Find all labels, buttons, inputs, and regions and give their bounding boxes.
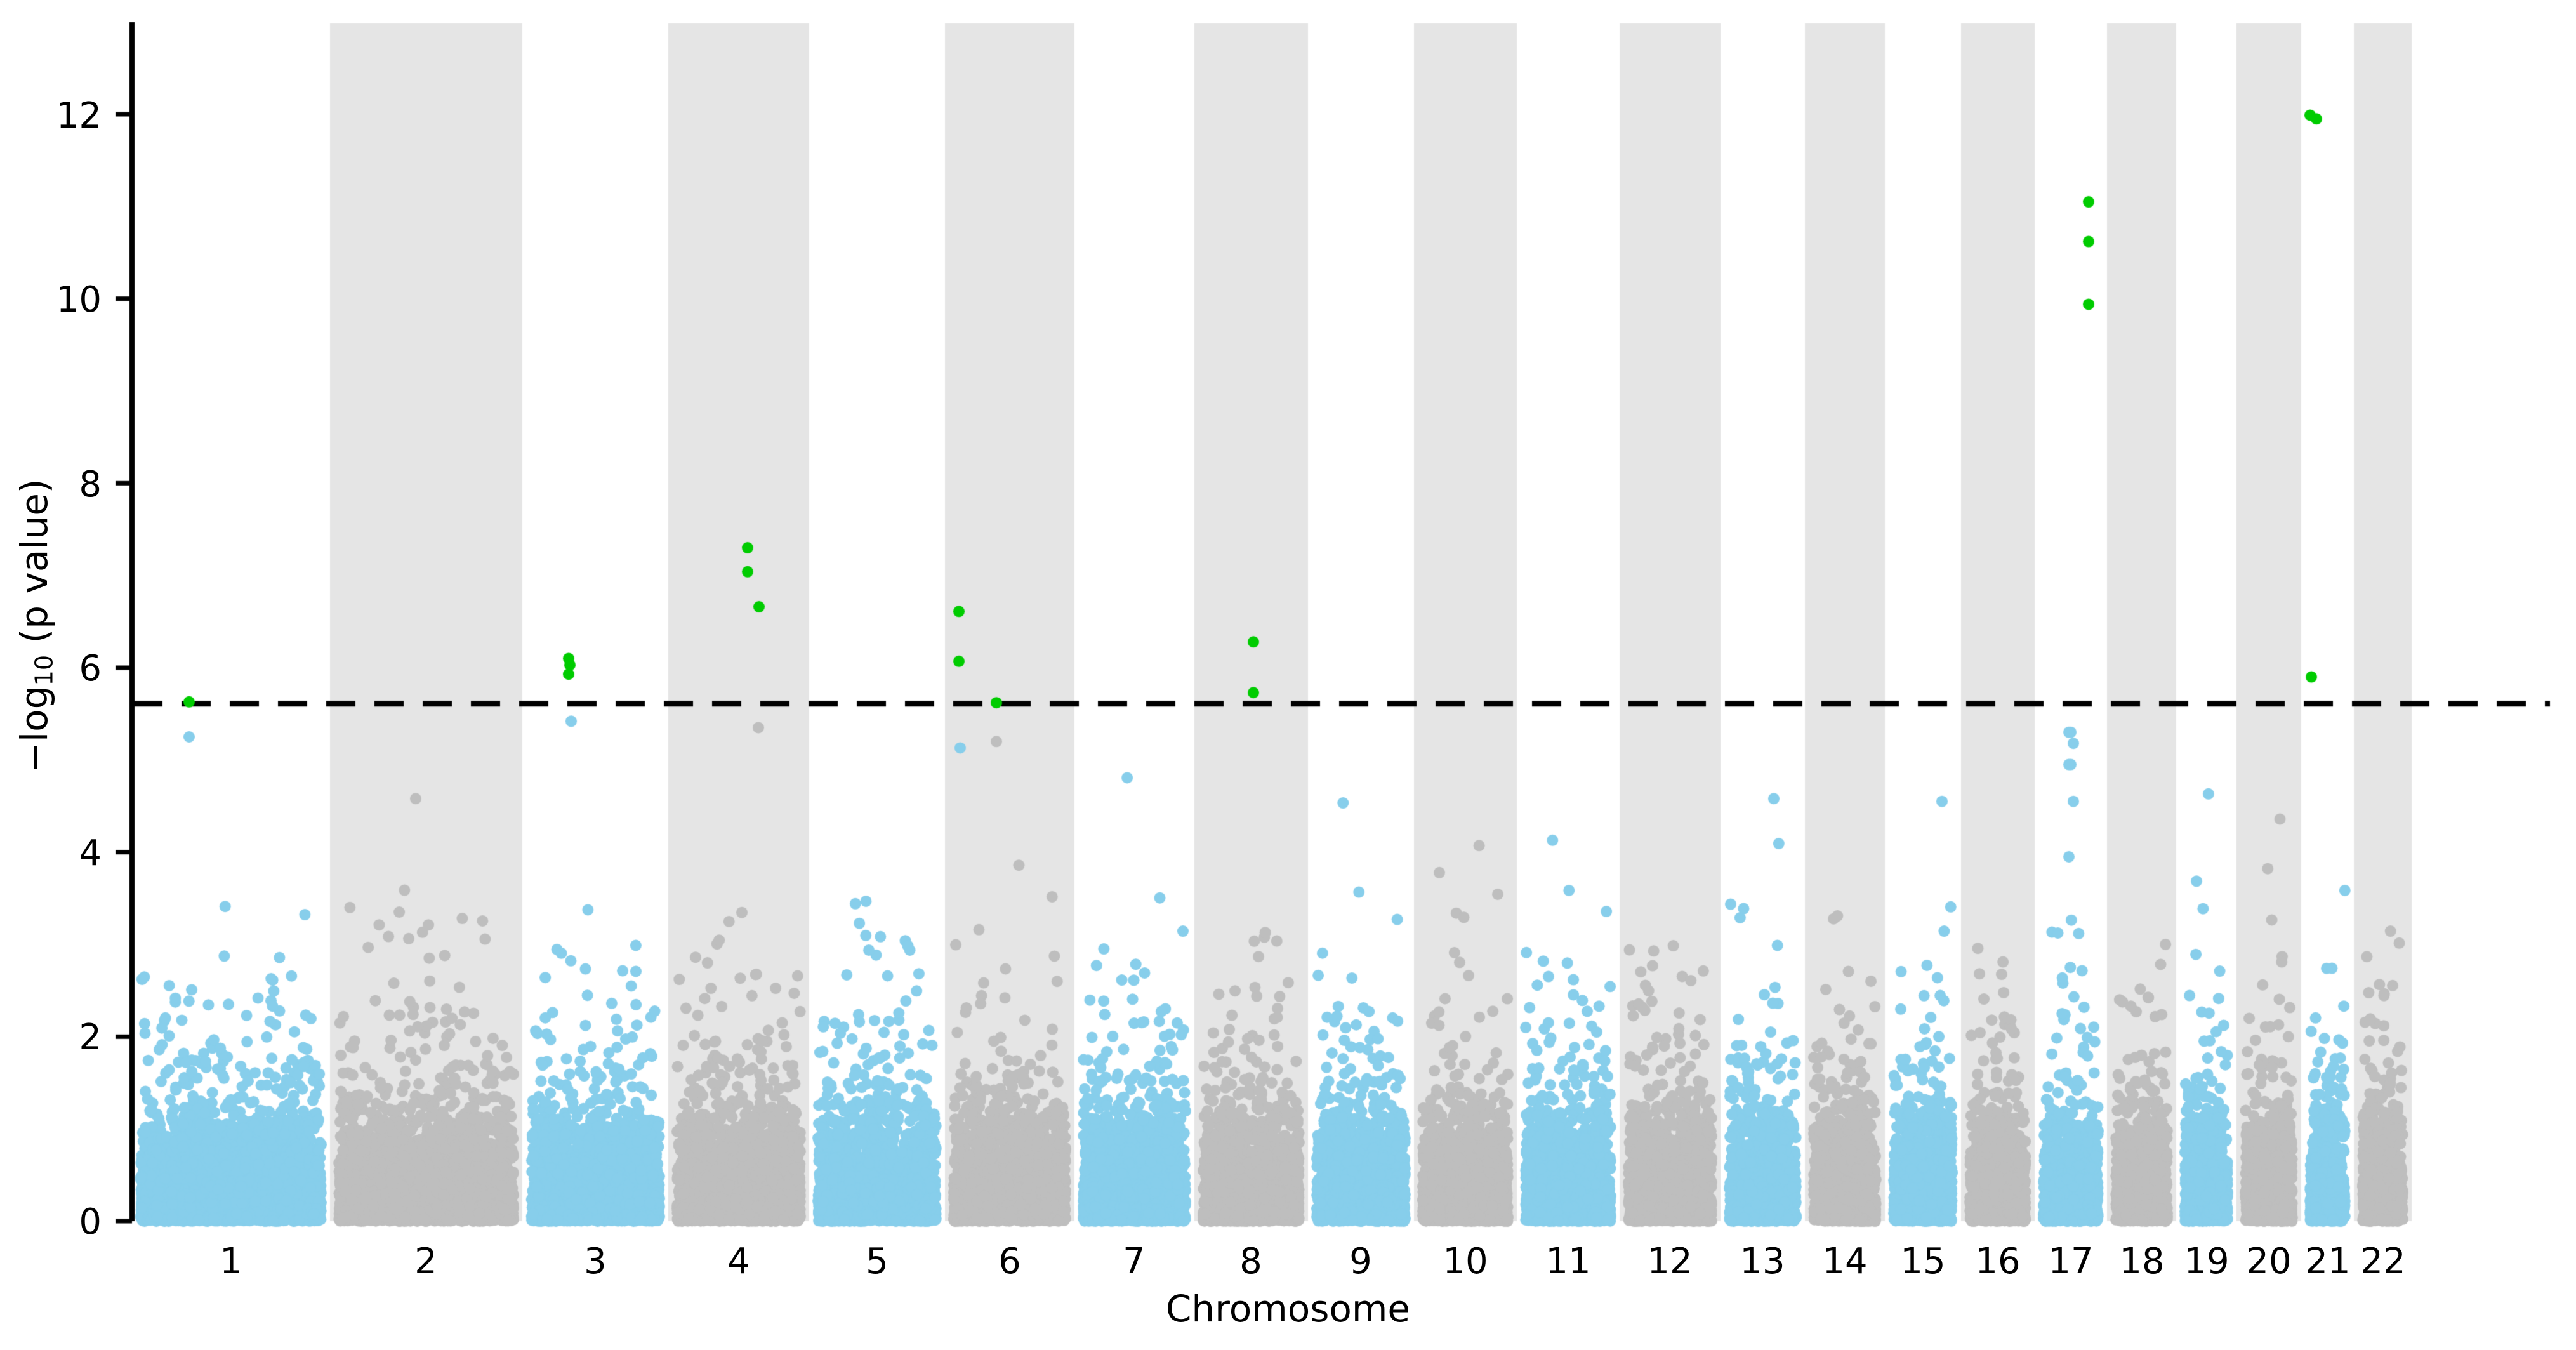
xtick-label-chr16: 16 (1975, 1241, 2021, 1282)
ytick-label-8: 8 (79, 464, 102, 505)
xtick-label-chr10: 10 (1443, 1241, 1488, 1282)
xtick-label-chr22: 22 (2360, 1241, 2406, 1282)
xtick-label-chr13: 13 (1740, 1241, 1785, 1282)
xtick-label-chr3: 3 (584, 1241, 607, 1282)
xtick-label-chr9: 9 (1349, 1241, 1372, 1282)
xtick-label-chr7: 7 (1123, 1241, 1146, 1282)
xtick-label-chr11: 11 (1545, 1241, 1591, 1282)
xtick-label-chr1: 1 (220, 1241, 242, 1282)
ytick-label-6: 6 (79, 648, 102, 689)
xtick-label-chr21: 21 (2305, 1241, 2351, 1282)
xtick-label-chr14: 14 (1822, 1241, 1868, 1282)
ytick-label-10: 10 (56, 279, 102, 321)
xtick-label-chr2: 2 (414, 1241, 437, 1282)
ytick-label-12: 12 (56, 95, 102, 136)
xtick-label-chr8: 8 (1239, 1241, 1262, 1282)
xtick-label-chr15: 15 (1900, 1241, 1946, 1282)
ytick-label-4: 4 (79, 833, 102, 874)
xtick-label-chr18: 18 (2119, 1241, 2165, 1282)
ytick-label-2: 2 (79, 1017, 102, 1058)
xtick-label-chr4: 4 (727, 1241, 750, 1282)
xtick-label-chr17: 17 (2048, 1241, 2094, 1282)
xtick-label-chr19: 19 (2184, 1241, 2229, 1282)
xtick-label-chr5: 5 (866, 1241, 888, 1282)
xtick-label-chr6: 6 (998, 1241, 1021, 1282)
xtick-label-chr20: 20 (2246, 1241, 2292, 1282)
x-axis-title: Chromosome (1165, 1287, 1411, 1330)
xtick-label-chr12: 12 (1647, 1241, 1693, 1282)
ytick-label-0: 0 (79, 1201, 102, 1243)
